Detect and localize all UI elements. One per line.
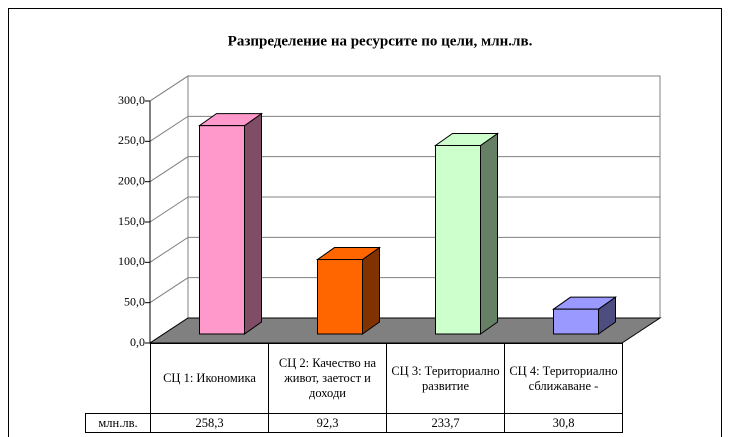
bar-side xyxy=(244,112,262,335)
series-name: млн.лв. xyxy=(85,413,151,433)
y-tick-label: 250,0 xyxy=(118,133,145,147)
bar-side xyxy=(480,132,498,335)
bar-side xyxy=(362,246,380,335)
category-label: СЦ 1: Икономика xyxy=(150,343,269,414)
y-tick-label: 100,0 xyxy=(118,254,145,268)
category-label: СЦ 3: Териториално развитие xyxy=(386,343,505,414)
value-label: 233,7 xyxy=(386,413,505,433)
bar xyxy=(199,125,245,335)
grid-line xyxy=(149,115,660,142)
y-tick-label: 300,0 xyxy=(118,93,145,107)
grid-line xyxy=(149,236,660,263)
grid-line xyxy=(149,75,660,102)
value-label: 30,8 xyxy=(504,413,623,433)
bar xyxy=(317,259,363,335)
y-tick-label: 50,0 xyxy=(124,294,145,308)
bar xyxy=(553,308,599,335)
y-tick-label: 200,0 xyxy=(118,173,145,187)
grid-line xyxy=(149,277,660,304)
grid-line xyxy=(149,196,660,223)
category-label: СЦ 2: Качество на живот, заетост и доход… xyxy=(268,343,387,414)
y-tick-label: 0,0 xyxy=(130,335,145,349)
value-label: 92,3 xyxy=(268,413,387,433)
bar xyxy=(435,144,481,335)
value-label: 258,3 xyxy=(150,413,269,433)
category-label: СЦ 4: Териториално сближаване - xyxy=(504,343,623,414)
grid-line xyxy=(149,156,660,183)
chart-title: Разпределение на ресурсите по цели, млн.… xyxy=(228,33,533,49)
y-tick-label: 150,0 xyxy=(118,214,145,228)
